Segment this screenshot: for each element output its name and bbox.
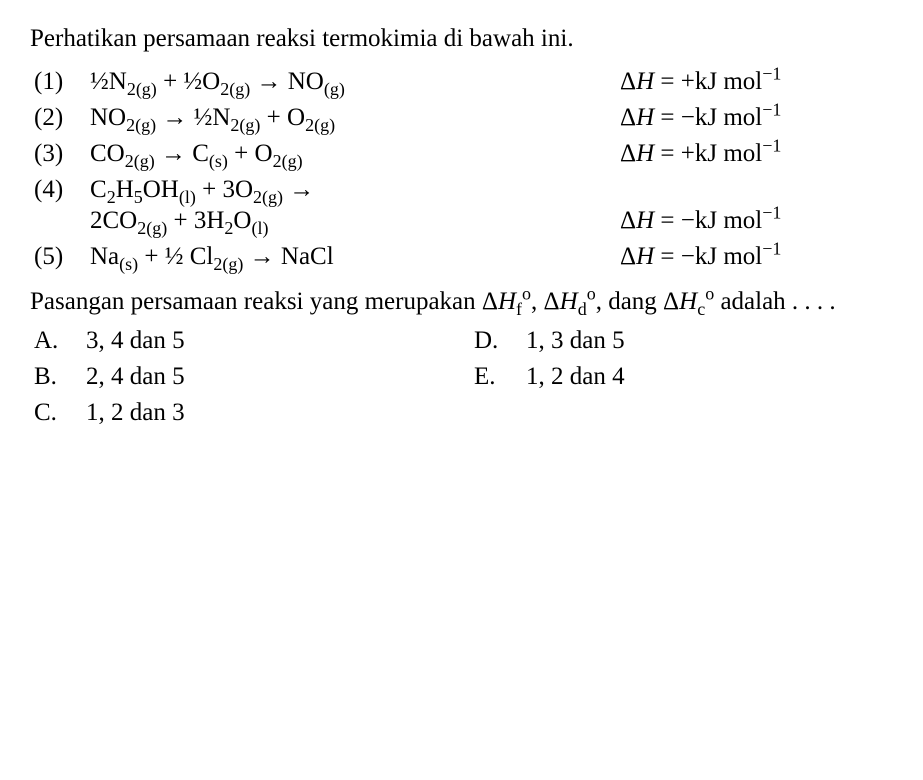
- equation-number: (3): [34, 136, 90, 172]
- equation-body: Na(s) + ½ Cl2(g) → NaCl: [90, 239, 620, 275]
- option-text: 3, 4 dan 5: [86, 323, 185, 359]
- equation-dh: ΔH = −kJ mol−1: [620, 100, 781, 136]
- closing-text: Pasangan persamaan reaksi yang merupakan…: [30, 285, 893, 319]
- option-text: 1, 2 dan 3: [86, 395, 185, 431]
- equation-number: (2): [34, 100, 90, 136]
- equation-row: (5) Na(s) + ½ Cl2(g) → NaCl ΔH = −kJ mol…: [34, 239, 781, 275]
- option-d: D. 1, 3 dan 5: [474, 323, 625, 359]
- option-e: E. 1, 2 dan 4: [474, 359, 625, 395]
- equation-number: (1): [34, 64, 90, 100]
- option-text: 2, 4 dan 5: [86, 359, 185, 395]
- intro-text: Perhatikan persamaan reaksi termokimia d…: [30, 22, 893, 56]
- option-letter: A.: [34, 323, 86, 359]
- options-col-left: A. 3, 4 dan 5 B. 2, 4 dan 5 C. 1, 2 dan …: [34, 323, 474, 432]
- options: A. 3, 4 dan 5 B. 2, 4 dan 5 C. 1, 2 dan …: [34, 323, 893, 432]
- equation-row: (2) NO2(g) → ½N2(g) + O2(g) ΔH = −kJ mol…: [34, 100, 781, 136]
- options-col-right: D. 1, 3 dan 5 E. 1, 2 dan 4: [474, 323, 625, 432]
- option-text: 1, 2 dan 4: [526, 359, 625, 395]
- option-letter: B.: [34, 359, 86, 395]
- equation-dh: ΔH = −kJ mol−1: [620, 239, 781, 275]
- option-letter: D.: [474, 323, 526, 359]
- equation-dh: ΔH = +kJ mol−1: [620, 64, 781, 100]
- equation-row: (1) ½N2(g) + ½O2(g) → NO(g) ΔH = +kJ mol…: [34, 64, 781, 100]
- equation-body: NO2(g) → ½N2(g) + O2(g): [90, 100, 620, 136]
- equation-row: (4) C2H5OH(l) + 3O2(g) →2CO2(g) + 3H2O(l…: [34, 172, 781, 239]
- equation-table: (1) ½N2(g) + ½O2(g) → NO(g) ΔH = +kJ mol…: [34, 64, 781, 275]
- option-c: C. 1, 2 dan 3: [34, 395, 474, 431]
- option-letter: E.: [474, 359, 526, 395]
- equation-body: C2H5OH(l) + 3O2(g) →2CO2(g) + 3H2O(l): [90, 172, 620, 239]
- option-a: A. 3, 4 dan 5: [34, 323, 474, 359]
- equation-number: (4): [34, 172, 90, 239]
- equation-row: (3) CO2(g) → C(s) + O2(g) ΔH = +kJ mol−1: [34, 136, 781, 172]
- option-b: B. 2, 4 dan 5: [34, 359, 474, 395]
- option-letter: C.: [34, 395, 86, 431]
- equation-dh: ΔH = −kJ mol−1: [620, 172, 781, 239]
- equation-body: CO2(g) → C(s) + O2(g): [90, 136, 620, 172]
- equation-body: ½N2(g) + ½O2(g) → NO(g): [90, 64, 620, 100]
- equation-number: (5): [34, 239, 90, 275]
- equation-dh: ΔH = +kJ mol−1: [620, 136, 781, 172]
- option-text: 1, 3 dan 5: [526, 323, 625, 359]
